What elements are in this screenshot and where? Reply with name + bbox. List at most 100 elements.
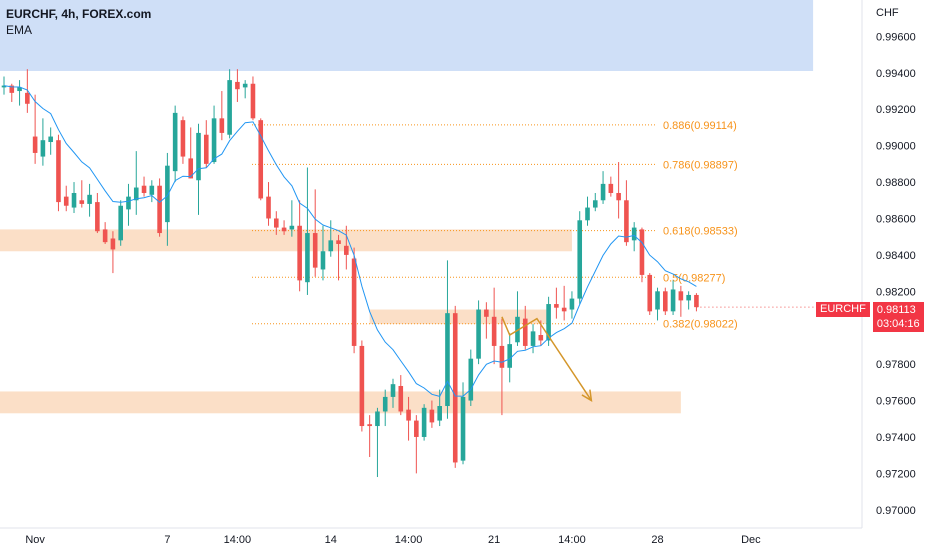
candle bbox=[367, 415, 372, 457]
candle-body bbox=[367, 424, 372, 427]
candle-body bbox=[71, 192, 77, 208]
candle-body bbox=[172, 112, 178, 172]
chart-legend: EURCHF, 4h, FOREX.com EMA bbox=[6, 6, 151, 38]
candle-body bbox=[102, 229, 108, 243]
candle-body bbox=[196, 132, 201, 181]
candle-body bbox=[118, 205, 123, 241]
zone-0.980 bbox=[369, 309, 549, 325]
x-tick-label: 7 bbox=[164, 534, 170, 546]
candle bbox=[577, 211, 583, 305]
candle bbox=[398, 375, 404, 416]
candle bbox=[165, 152, 170, 246]
x-tick-label: 14:00 bbox=[224, 534, 252, 546]
y-tick-label: 0.97200 bbox=[876, 468, 916, 480]
candle-body bbox=[351, 258, 357, 346]
candle bbox=[390, 378, 396, 408]
candle-body bbox=[305, 233, 310, 283]
y-tick-label: 0.97800 bbox=[876, 359, 916, 371]
candle bbox=[663, 287, 668, 315]
candle-body bbox=[678, 291, 684, 301]
candle bbox=[219, 91, 225, 141]
candle bbox=[172, 105, 178, 183]
candle-body bbox=[608, 183, 614, 193]
candle bbox=[274, 211, 279, 235]
candle bbox=[554, 287, 559, 319]
candle-body bbox=[126, 196, 131, 210]
projection-arrowhead bbox=[581, 389, 593, 402]
candle-body bbox=[460, 396, 466, 461]
candle-body bbox=[40, 140, 46, 157]
candle bbox=[344, 225, 349, 270]
indicator-label[interactable]: EMA bbox=[6, 23, 33, 37]
candle bbox=[32, 94, 38, 164]
candle-body bbox=[530, 331, 536, 346]
candle-body bbox=[297, 225, 302, 281]
candle bbox=[141, 176, 147, 197]
candle-body bbox=[522, 318, 528, 346]
y-tick-label: 0.98800 bbox=[876, 177, 916, 189]
candle-body bbox=[56, 140, 61, 203]
candle-body bbox=[32, 136, 38, 153]
candle-body bbox=[328, 240, 334, 252]
candle-body bbox=[382, 396, 388, 412]
candle bbox=[499, 318, 505, 416]
candle bbox=[63, 185, 69, 212]
candle bbox=[585, 196, 590, 226]
candle bbox=[655, 287, 660, 321]
candle bbox=[133, 151, 139, 215]
candle bbox=[110, 231, 116, 274]
zones-layer bbox=[0, 0, 814, 414]
candle-body bbox=[561, 307, 567, 312]
candle bbox=[592, 192, 598, 212]
projection-layer bbox=[501, 316, 593, 402]
bar-countdown: 03:04:16 bbox=[876, 318, 920, 330]
candle bbox=[359, 340, 365, 432]
candle bbox=[180, 116, 186, 164]
candle-body bbox=[507, 344, 512, 368]
candle-body bbox=[375, 411, 380, 427]
candle bbox=[312, 189, 318, 277]
candle bbox=[616, 162, 621, 219]
y-tick-label: 0.99200 bbox=[876, 104, 916, 116]
candle-body bbox=[686, 294, 691, 301]
candle-body bbox=[312, 233, 318, 268]
candle bbox=[328, 220, 334, 257]
fib-label: 0.5(0.98277) bbox=[663, 272, 725, 284]
candle-body bbox=[227, 80, 232, 135]
candle bbox=[507, 333, 512, 383]
candle bbox=[281, 220, 287, 235]
candle-body bbox=[406, 409, 411, 421]
candle bbox=[56, 134, 61, 212]
fib-label: 0.786(0.98897) bbox=[663, 159, 738, 171]
candle bbox=[686, 291, 691, 310]
candle-body bbox=[79, 200, 85, 204]
candle bbox=[452, 305, 458, 468]
symbol-title[interactable]: EURCHF, 4h, FOREX.com bbox=[6, 7, 152, 21]
candle bbox=[694, 293, 699, 312]
candle-body bbox=[429, 409, 435, 423]
candle-body bbox=[647, 274, 653, 312]
candle-body bbox=[133, 187, 139, 201]
projection-path bbox=[501, 316, 593, 401]
x-tick-label: 14:00 bbox=[558, 534, 586, 546]
candle-body bbox=[569, 298, 575, 310]
candle-body bbox=[398, 385, 404, 412]
x-tick-label: 14 bbox=[325, 534, 337, 546]
candles-layer bbox=[1, 69, 699, 478]
candle bbox=[1, 76, 7, 95]
candle-body bbox=[616, 192, 621, 201]
candle-body bbox=[390, 384, 396, 397]
candle bbox=[250, 76, 256, 121]
candle-body bbox=[235, 81, 240, 90]
candle bbox=[624, 180, 629, 246]
candle-body bbox=[694, 294, 699, 308]
candle-body bbox=[274, 218, 279, 228]
candle bbox=[414, 415, 419, 474]
candle-body bbox=[499, 345, 505, 368]
candle bbox=[227, 69, 232, 139]
candle-body bbox=[585, 207, 590, 221]
candle bbox=[515, 291, 520, 346]
candle bbox=[382, 389, 388, 427]
candle-body bbox=[484, 309, 489, 317]
